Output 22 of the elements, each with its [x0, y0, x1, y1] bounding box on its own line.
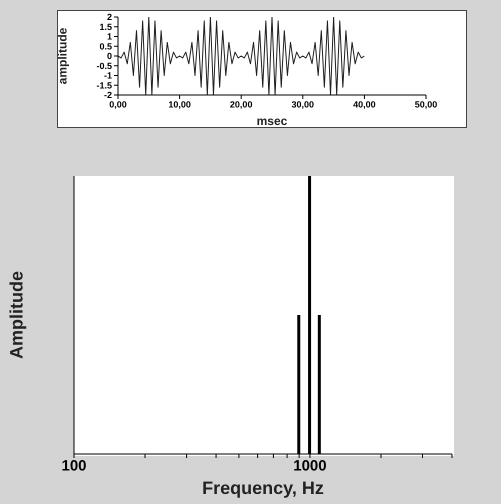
- x-tick-label: 20,00: [230, 99, 252, 110]
- y-tick-label: 0.5: [99, 41, 112, 52]
- x-axis-title: Frequency, Hz: [202, 478, 324, 498]
- x-tick-label: 30,00: [292, 99, 314, 110]
- x-tick-label: 100: [61, 458, 87, 475]
- x-tick-label: 50,00: [414, 99, 438, 110]
- line-series: [118, 17, 365, 95]
- y-axis-title: amplitude: [55, 27, 70, 84]
- x-axis-title: msec: [256, 114, 288, 128]
- y-axis-title: Amplitude: [6, 271, 26, 359]
- y-tick-label: 1: [106, 32, 112, 42]
- y-tick-label: 1.5: [99, 22, 112, 32]
- y-tick-label: -2: [104, 90, 112, 100]
- y-tick-label: -1: [104, 70, 112, 81]
- x-tick-label: 0,00: [109, 99, 127, 110]
- y-tick-label: 2: [106, 12, 112, 22]
- y-tick-label: 0: [106, 51, 112, 62]
- x-tick-label: 10,00: [168, 99, 191, 110]
- x-tick-label: 1000: [293, 458, 327, 475]
- y-tick-label: -1.5: [96, 80, 112, 90]
- y-tick-label: -0.5: [96, 60, 112, 71]
- x-tick-label: 40,00: [353, 99, 376, 110]
